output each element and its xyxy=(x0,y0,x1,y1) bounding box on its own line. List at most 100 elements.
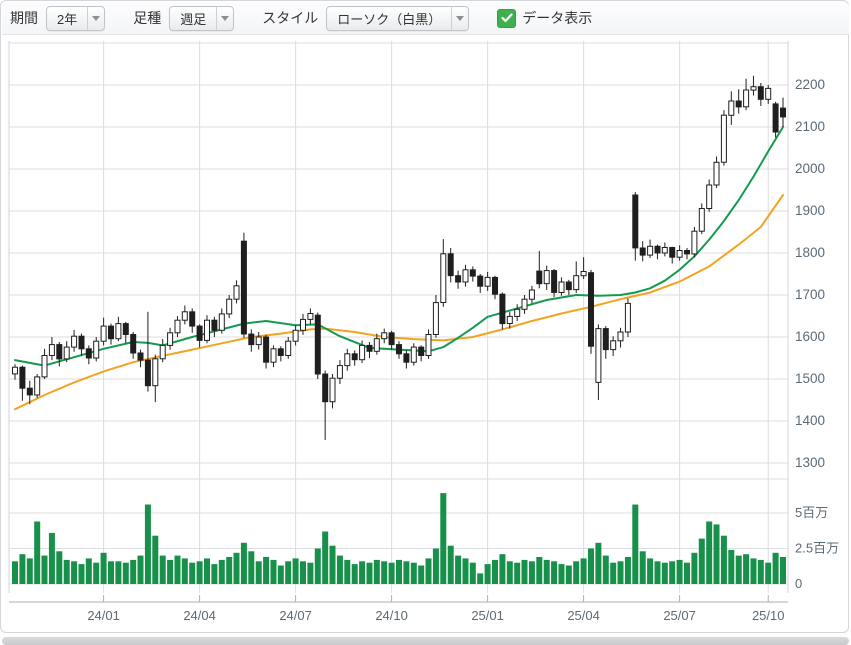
y-axis-label: 2200 xyxy=(795,77,825,92)
bar-type-label: 足種 xyxy=(133,10,162,26)
volume-bar xyxy=(757,559,764,584)
volume-bar xyxy=(447,545,454,584)
candle-body xyxy=(684,250,690,255)
candle xyxy=(388,330,395,350)
candle xyxy=(499,292,506,330)
x-axis-label: 24/10 xyxy=(375,608,408,623)
candle xyxy=(750,75,757,96)
volume-bar xyxy=(492,559,498,584)
candle xyxy=(159,339,166,363)
volume-bar xyxy=(425,558,432,584)
volume-bar xyxy=(26,558,33,584)
candle-body xyxy=(181,311,188,321)
candle-body xyxy=(418,346,425,357)
candle-body xyxy=(440,253,447,304)
candle xyxy=(359,340,366,363)
volume-bar xyxy=(344,559,351,584)
candle-body xyxy=(100,325,107,342)
candle-body xyxy=(130,334,137,354)
candle-body xyxy=(314,314,321,375)
candle xyxy=(344,348,351,371)
period-dropdown-value: 2年 xyxy=(57,11,78,27)
candle-body xyxy=(12,366,18,375)
candle xyxy=(144,311,151,392)
candle xyxy=(26,380,33,405)
candle xyxy=(189,308,196,333)
candle xyxy=(115,316,122,342)
candle xyxy=(322,370,329,440)
volume-bar xyxy=(647,558,654,584)
candle xyxy=(255,332,262,350)
candle-body xyxy=(499,293,506,325)
volume-bar xyxy=(85,558,92,584)
candle-body xyxy=(270,348,277,363)
candle xyxy=(285,337,292,359)
volume-bar xyxy=(573,561,580,584)
candle-body xyxy=(492,276,498,295)
candle-body xyxy=(373,338,380,352)
candle xyxy=(477,274,484,293)
candle xyxy=(130,332,137,359)
volume-axis-label: 5百万 xyxy=(795,505,828,520)
volume-bar xyxy=(322,531,329,584)
style-dropdown[interactable]: ローソク（白黒） xyxy=(326,5,470,31)
data-display-checkbox[interactable] xyxy=(497,8,517,28)
volume-bar xyxy=(218,559,225,584)
candle-body xyxy=(381,332,388,340)
candle-body xyxy=(344,353,351,367)
candle-body xyxy=(56,344,63,360)
candle-body xyxy=(108,325,114,340)
chevron-down-icon[interactable] xyxy=(87,6,104,30)
candle-body xyxy=(26,387,33,396)
candle-body xyxy=(632,194,639,249)
chevron-down-icon[interactable] xyxy=(216,6,233,30)
candle xyxy=(440,239,447,307)
candle-body xyxy=(462,269,469,283)
volume-bar xyxy=(144,504,151,584)
candle-body xyxy=(455,275,462,283)
candle-body xyxy=(41,355,48,378)
y-axis-label: 1600 xyxy=(795,329,825,344)
volume-bar xyxy=(669,561,676,584)
chevron-down-icon[interactable] xyxy=(451,6,468,30)
volume-bar xyxy=(48,532,55,584)
candle-body xyxy=(602,328,609,351)
candle xyxy=(780,97,786,127)
x-axis-label: 25/10 xyxy=(752,608,785,623)
candle-body xyxy=(610,340,617,351)
volume-bar xyxy=(565,565,572,584)
candle xyxy=(381,328,388,344)
candle-body xyxy=(159,344,166,360)
volume-bar xyxy=(602,555,609,584)
candle xyxy=(174,316,181,337)
candle xyxy=(108,323,114,345)
candle xyxy=(528,285,535,304)
candle xyxy=(366,342,373,358)
chart-card: 期間 2年 足種 週足 スタイル ローソク（白黒） デ xyxy=(0,0,849,633)
candle xyxy=(425,329,432,359)
bar-type-dropdown[interactable]: 週足 xyxy=(169,5,235,31)
volume-bar xyxy=(159,555,166,584)
period-dropdown[interactable]: 2年 xyxy=(46,5,106,31)
candle xyxy=(469,266,476,282)
candle xyxy=(588,269,594,354)
candle-body xyxy=(71,335,78,348)
candle xyxy=(551,269,558,298)
candle-body xyxy=(750,86,757,91)
volume-bar xyxy=(314,548,321,584)
candle-body xyxy=(713,161,720,186)
volume-bar xyxy=(388,562,395,584)
candle xyxy=(735,89,742,114)
volume-bar xyxy=(381,561,388,584)
candle-body xyxy=(19,366,26,389)
data-display-option: データ表示 xyxy=(497,8,592,28)
grid-lines xyxy=(8,41,789,593)
candle-body xyxy=(676,250,683,258)
candle-body xyxy=(329,377,336,403)
candle-body xyxy=(403,353,410,363)
volume-bar xyxy=(580,558,587,584)
volume-bar xyxy=(455,555,462,584)
candle-body xyxy=(204,319,210,341)
candle xyxy=(204,315,210,344)
